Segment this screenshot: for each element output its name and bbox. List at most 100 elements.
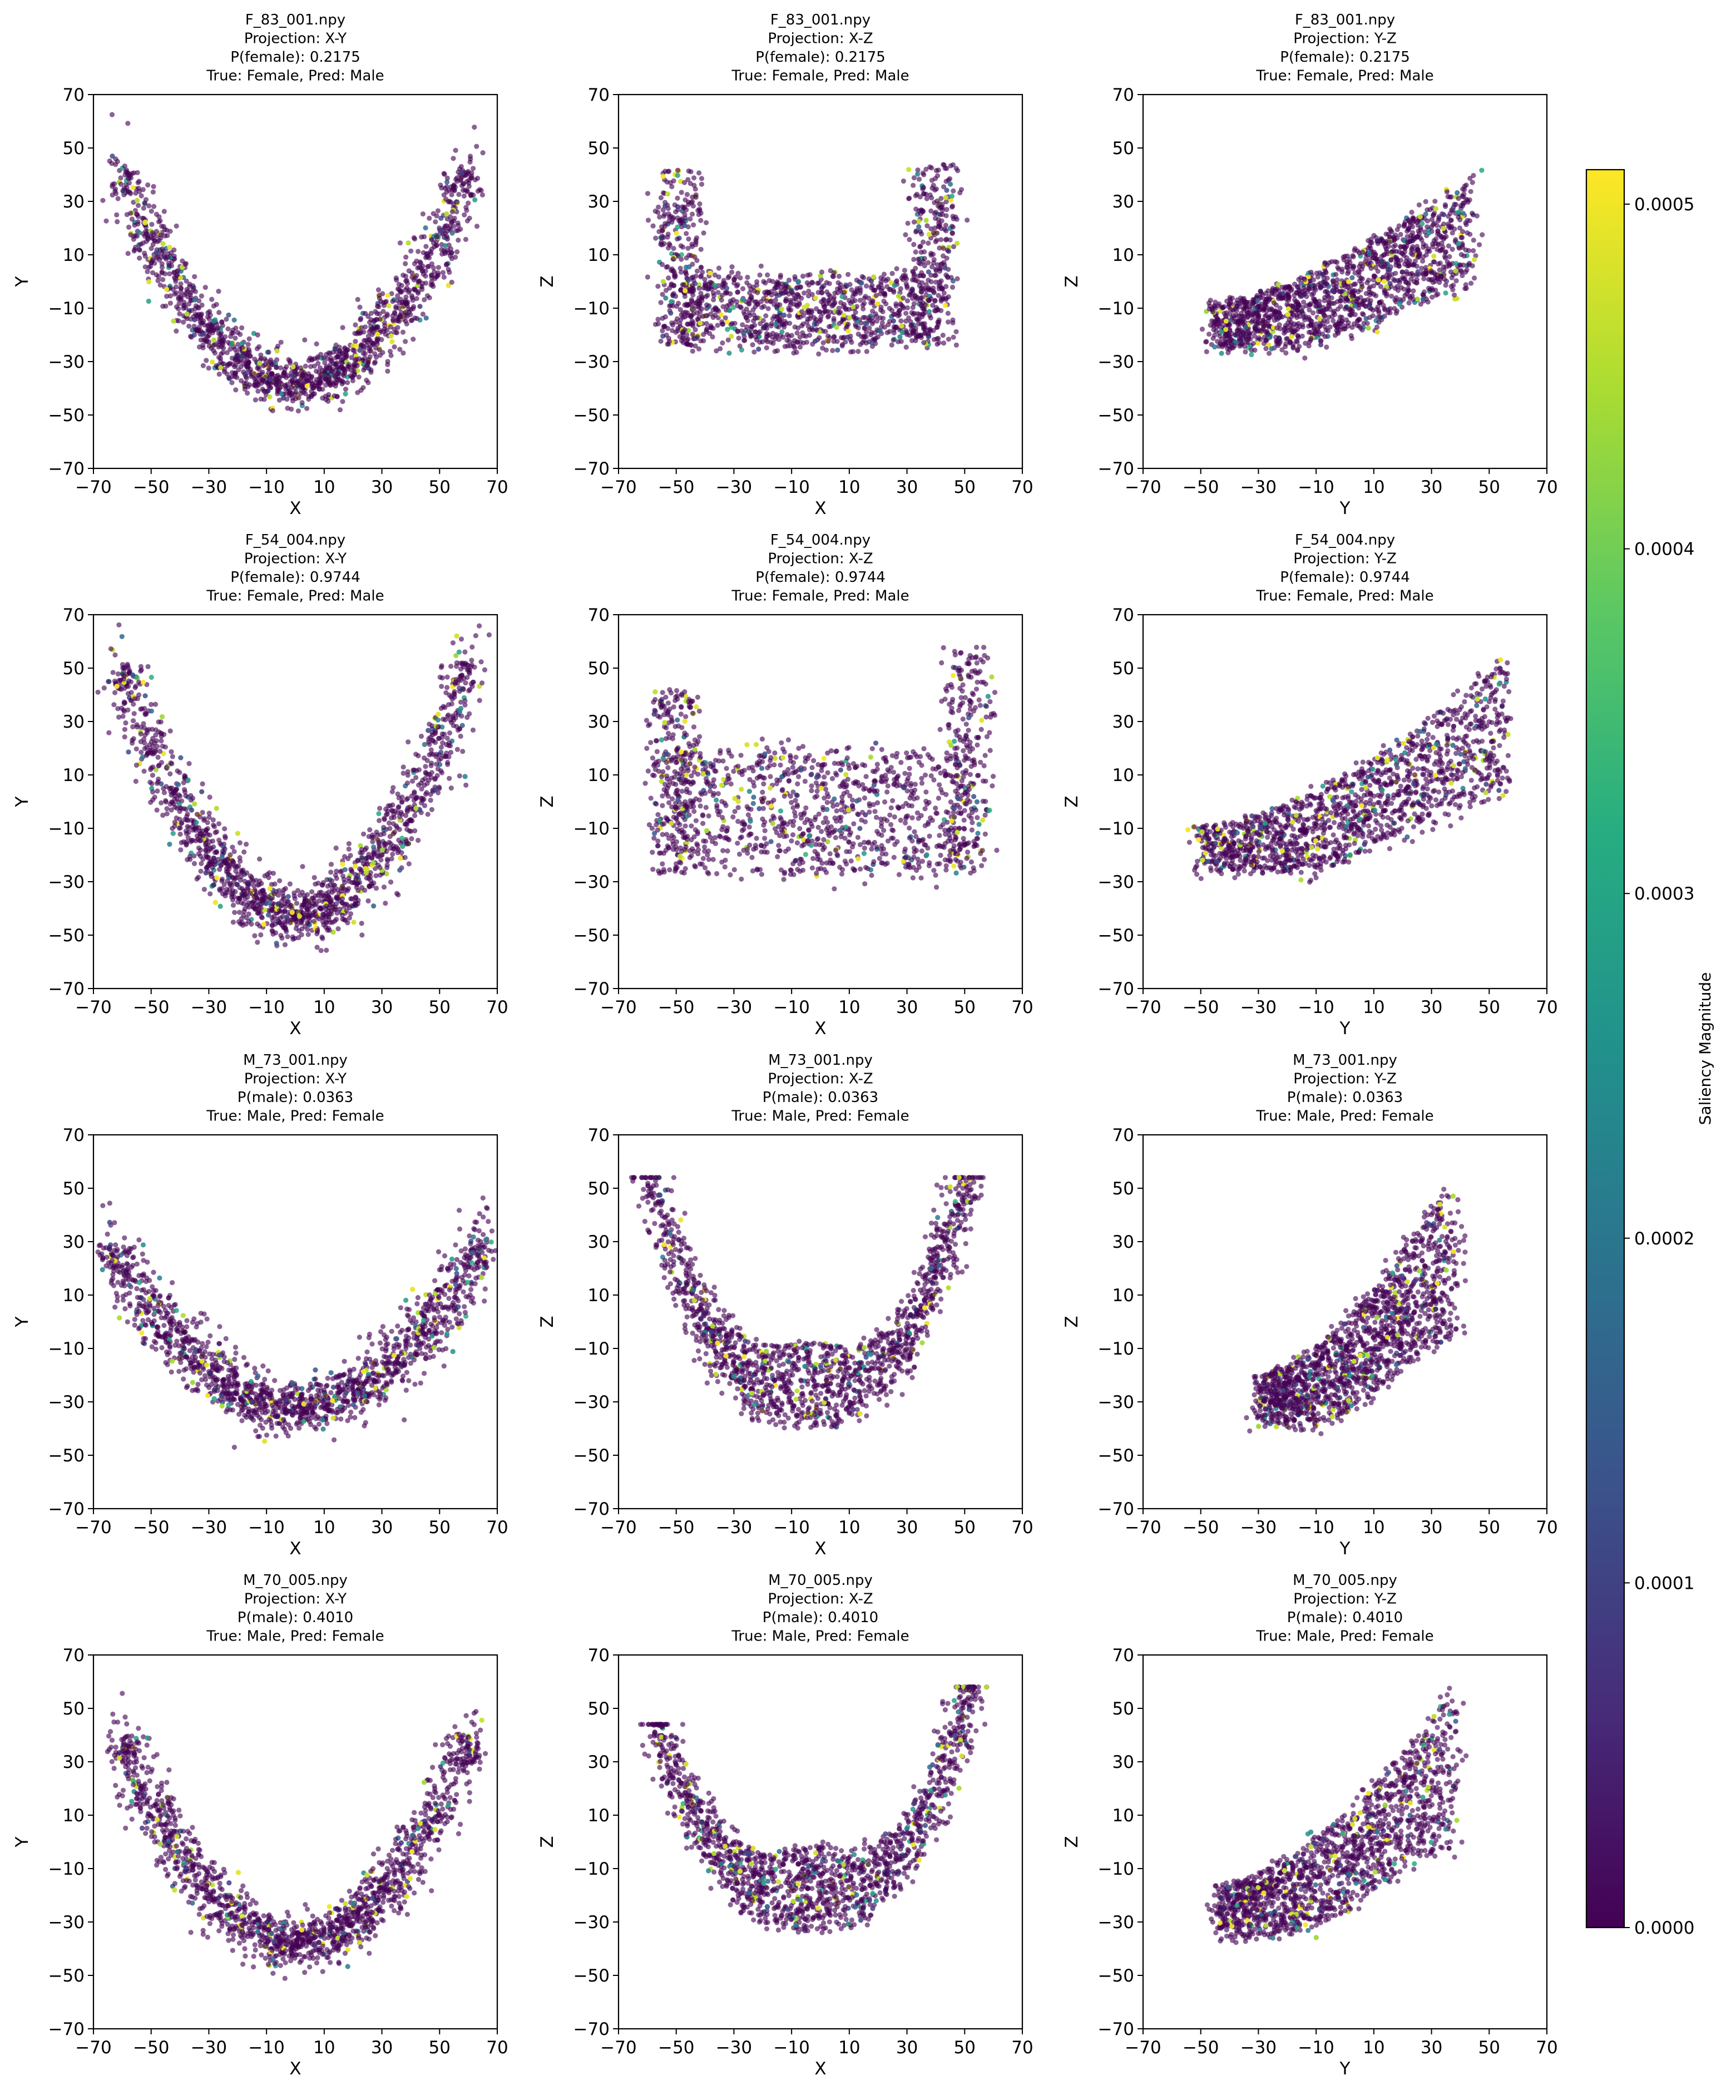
scatter-point (1212, 344, 1218, 350)
scatter-point (358, 315, 364, 322)
scatter-point (891, 288, 896, 293)
scatter-point (1296, 276, 1302, 282)
scatter-point (375, 324, 380, 330)
scatter-point (449, 219, 455, 225)
scatter-point (696, 170, 702, 176)
scatter-point (941, 340, 947, 346)
scatter-point (796, 279, 802, 284)
scatter-point (192, 274, 197, 279)
scatter-point (1431, 238, 1437, 244)
scatter-point (1343, 304, 1349, 310)
scatter-point (1288, 319, 1294, 325)
scatter-point (817, 319, 822, 324)
scatter-point (1294, 338, 1299, 344)
scatter-point (660, 174, 666, 179)
scatter-point (377, 353, 383, 358)
x-tick-label: 30 (896, 477, 918, 497)
scatter-point (160, 246, 165, 252)
scatter-point (869, 340, 875, 345)
scatter-point (387, 820, 392, 826)
scatter-point (397, 347, 403, 352)
scatter-point (461, 193, 467, 199)
scatter-point (783, 285, 788, 291)
scatter-point (1314, 270, 1319, 276)
scatter-point (931, 285, 936, 291)
y-tick-label: 10 (63, 245, 85, 265)
scatter-point (258, 352, 264, 358)
scatter-point (446, 266, 451, 272)
y-tick-label: −30 (48, 352, 85, 372)
scatter-point (877, 315, 883, 321)
scatter-point (682, 180, 688, 185)
scatter-point (824, 301, 829, 307)
scatter-point (345, 380, 350, 386)
scatter-point (338, 364, 344, 369)
scatter-point (1223, 333, 1228, 339)
scatter-point (694, 258, 700, 263)
scatter-point (1357, 264, 1362, 269)
scatter-point (951, 334, 956, 340)
scatter-point (894, 266, 899, 271)
scatter-point (1382, 261, 1388, 267)
scatter-point (299, 400, 305, 406)
scatter-point (787, 313, 792, 319)
scatter-point (377, 818, 382, 823)
scatter-point (141, 205, 146, 211)
scatter-point (307, 355, 313, 361)
scatter-point (696, 212, 701, 218)
scatter-point (184, 286, 190, 292)
scatter-point (441, 171, 447, 176)
scatter-point (1382, 279, 1387, 284)
scatter-point (395, 318, 401, 323)
scatter-point (711, 293, 717, 299)
scatter-point (815, 280, 820, 286)
scatter-point (113, 191, 119, 196)
scatter-point (662, 323, 667, 329)
scatter-point (1250, 340, 1256, 346)
scatter-point (1397, 302, 1402, 307)
scatter-point (163, 303, 169, 309)
scatter-point (171, 253, 177, 259)
scatter-point (396, 281, 402, 287)
scatter-point (1400, 275, 1406, 280)
scatter-point (845, 334, 850, 340)
scatter-point (1359, 281, 1364, 286)
scatter-point (343, 348, 349, 354)
scatter-point (1453, 278, 1459, 284)
scatter-point (864, 321, 869, 327)
scatter-point (353, 343, 359, 349)
scatter-point (738, 275, 743, 281)
scatter-point (943, 179, 949, 184)
scatter-point (810, 342, 815, 347)
scatter-point (665, 191, 671, 197)
scatter-point (282, 370, 288, 376)
scatter-point (708, 279, 713, 285)
scatter-point (423, 315, 429, 321)
scatter-point (682, 288, 688, 294)
scatter-point (1285, 306, 1291, 312)
scatter-point (414, 273, 419, 278)
scatter-point (685, 245, 691, 251)
scatter-point (410, 306, 416, 312)
scatter-point (388, 324, 393, 330)
scatter-point (1245, 340, 1250, 345)
scatter-point (660, 291, 665, 297)
scatter-point (440, 270, 446, 275)
scatter-point (1406, 300, 1412, 306)
scatter-point (1450, 272, 1456, 278)
scatter-point (404, 321, 409, 327)
scatter-point (221, 345, 226, 351)
scatter-point (675, 167, 681, 173)
scatter-point (784, 332, 790, 338)
scatter-point (898, 318, 904, 324)
scatter-point (1477, 242, 1482, 248)
scatter-point (679, 338, 685, 344)
scatter-point (1425, 207, 1430, 213)
scatter-point (145, 269, 150, 274)
scatter-point (270, 408, 275, 414)
scatter-point (769, 321, 774, 327)
scatter-point (943, 295, 949, 301)
scatter-point (719, 319, 725, 325)
scatter-point (164, 286, 170, 292)
scatter-point (1358, 325, 1363, 331)
